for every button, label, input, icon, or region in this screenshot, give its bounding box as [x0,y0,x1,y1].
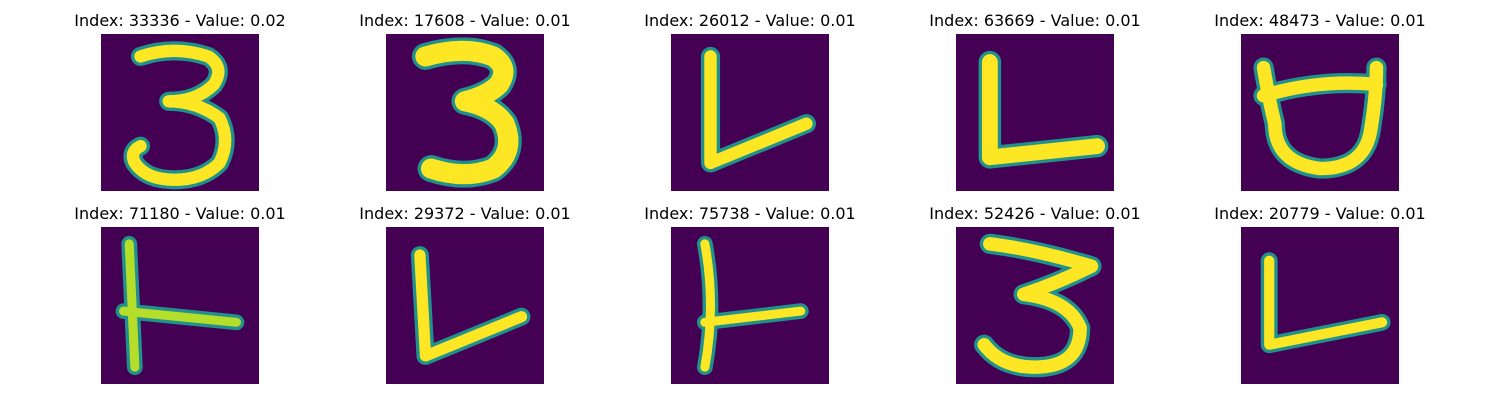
panel-title: Index: 17608 - Value: 0.01 [359,11,571,30]
digit-image [671,227,829,384]
digit-panel: Index: 20779 - Value: 0.01 [1210,203,1430,393]
digit-image [671,34,829,191]
panel-title: Index: 33336 - Value: 0.02 [74,11,286,30]
digit-panel: Index: 48473 - Value: 0.01 [1210,10,1430,200]
digit-image [101,227,259,384]
panel-title: Index: 71180 - Value: 0.01 [74,204,286,223]
digit-image [101,34,259,191]
digit-panel: Index: 17608 - Value: 0.01 [355,10,575,200]
digit-panel: Index: 29372 - Value: 0.01 [355,203,575,393]
digit-panel: Index: 71180 - Value: 0.01 [70,203,290,393]
panel-title: Index: 29372 - Value: 0.01 [359,204,571,223]
digit-panel: Index: 63669 - Value: 0.01 [925,10,1145,200]
digit-image [956,34,1114,191]
digit-panel: Index: 33336 - Value: 0.02 [70,10,290,200]
panel-title: Index: 48473 - Value: 0.01 [1214,11,1426,30]
digit-image [1241,34,1399,191]
digit-panel: Index: 52426 - Value: 0.01 [925,203,1145,393]
digit-panel: Index: 26012 - Value: 0.01 [640,10,860,200]
digit-image [956,227,1114,384]
digit-image [386,227,544,384]
digit-image [1241,227,1399,384]
panel-title: Index: 75738 - Value: 0.01 [644,204,856,223]
panel-title: Index: 20779 - Value: 0.01 [1214,204,1426,223]
panel-title: Index: 52426 - Value: 0.01 [929,204,1141,223]
digit-panel: Index: 75738 - Value: 0.01 [640,203,860,393]
panel-title: Index: 26012 - Value: 0.01 [644,11,856,30]
panel-title: Index: 63669 - Value: 0.01 [929,11,1141,30]
digit-image [386,34,544,191]
